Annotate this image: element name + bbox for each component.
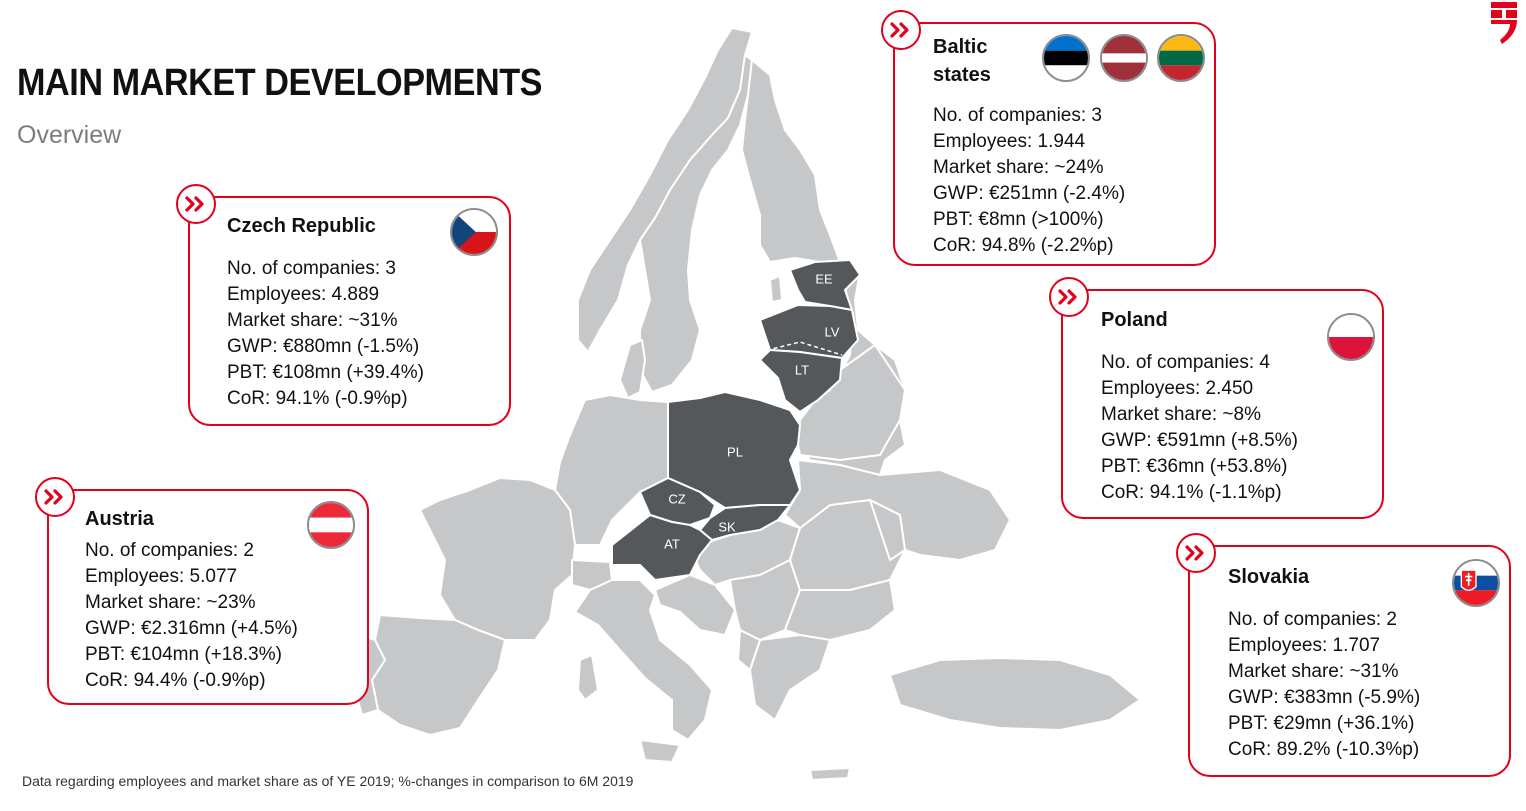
market-stats: No. of companies: 4 Employees: 2.450 Mar…: [1101, 350, 1298, 506]
poland-flag-icon: [1327, 313, 1375, 361]
market-name: Czech Republic: [227, 215, 376, 237]
map-country-france: [419, 477, 576, 641]
slovakia-flag-icon: [1452, 559, 1500, 607]
stat-cor: CoR: 89.2% (-10.3%p): [1228, 739, 1420, 760]
map-island-sardinia: [577, 654, 599, 701]
latvia-flag-icon: [1100, 34, 1148, 82]
stat-pbt: PBT: €108mn (+39.4%): [227, 362, 424, 383]
map-label-ee: EE: [815, 271, 833, 286]
stat-pbt: PBT: €29mn (+36.1%): [1228, 713, 1415, 734]
stat-market-share: Market share: ~31%: [1228, 661, 1399, 682]
stat-market-share: Market share: ~8%: [1101, 404, 1261, 425]
map-country-greece: [749, 634, 831, 721]
map-label-sk: SK: [718, 519, 736, 534]
map-baltic-dashed-border: [759, 341, 843, 356]
market-name: Slovakia: [1228, 566, 1310, 588]
market-stats: No. of companies: 2 Employees: 5.077 Mar…: [85, 538, 298, 694]
stat-market-share: Market share: ~31%: [227, 310, 398, 331]
lithuania-flag-icon: [1157, 34, 1205, 82]
stat-companies: No. of companies: 3: [933, 105, 1102, 126]
chevron-right-icon: [35, 477, 75, 517]
stat-market-share: Market share: ~23%: [85, 592, 256, 613]
map-label-at: AT: [664, 536, 680, 551]
stat-gwp: GWP: €251mn (-2.4%): [933, 183, 1126, 204]
estonia-flag-icon: [1042, 34, 1090, 82]
map-country-slovenia-croatia: [654, 574, 736, 636]
stat-cor: CoR: 94.8% (-2.2%p): [933, 235, 1114, 256]
stat-gwp: GWP: €591mn (+8.5%): [1101, 430, 1298, 451]
map-country-poland: [667, 391, 801, 509]
map-island-crete: [809, 767, 851, 781]
stat-cor: CoR: 94.1% (-1.1%p): [1101, 482, 1282, 503]
stat-gwp: GWP: €383mn (-5.9%): [1228, 687, 1421, 708]
map-country-estonia: [789, 259, 861, 311]
market-card-czech-republic: Czech Republic No. of companies: 3 Emplo…: [176, 184, 511, 426]
stat-employees: Employees: 1.944: [933, 131, 1086, 152]
chevron-right-icon: [1049, 277, 1089, 317]
stat-employees: Employees: 2.450: [1101, 378, 1254, 399]
market-card-austria: Austria No. of companies: 2 Employees: 5…: [35, 477, 369, 705]
market-card-baltic-states: Baltic states No. of companies: 3 Employ…: [881, 10, 1216, 266]
map-country-germany: [554, 394, 669, 546]
stat-pbt: PBT: €36mn (+53.8%): [1101, 456, 1288, 477]
footnote: Data regarding employees and market shar…: [22, 773, 634, 789]
stat-market-share: Market share: ~24%: [933, 157, 1104, 178]
czech-flag-icon: [450, 208, 498, 256]
market-stats: No. of companies: 3 Employees: 4.889 Mar…: [227, 256, 424, 412]
map-country-albania: [737, 629, 761, 671]
map-country-denmark: [619, 339, 646, 399]
map-country-italy: [574, 579, 713, 741]
map-label-lv: LV: [825, 324, 840, 339]
stat-pbt: PBT: €104mn (+18.3%): [85, 644, 282, 665]
map-country-moldova: [869, 499, 906, 561]
page-title: MAIN MARKET DEVELOPMENTS: [17, 62, 543, 104]
market-name: Poland: [1101, 309, 1168, 331]
market-stats: No. of companies: 2 Employees: 1.707 Mar…: [1228, 607, 1420, 763]
page-subtitle: Overview: [17, 121, 122, 149]
stat-pbt: PBT: €8mn (>100%): [933, 209, 1104, 230]
map-country-finland: [741, 59, 841, 263]
map-label-cz: CZ: [668, 491, 685, 506]
chevron-right-icon: [176, 184, 216, 224]
chevron-right-icon: [1176, 533, 1216, 573]
market-card-poland: Poland No. of companies: 4 Employees: 2.…: [1049, 277, 1384, 519]
map-label-lt: LT: [795, 362, 809, 377]
stat-employees: Employees: 1.707: [1228, 635, 1381, 656]
map-country-lithuania: [759, 349, 843, 413]
market-stats: No. of companies: 3 Employees: 1.944 Mar…: [933, 103, 1125, 259]
stat-companies: No. of companies: 4: [1101, 352, 1270, 373]
map-country-spain: [371, 614, 506, 736]
map-island-sicily: [639, 739, 681, 763]
stat-gwp: GWP: €2.316mn (+4.5%): [85, 618, 298, 639]
stat-companies: No. of companies: 2: [85, 540, 254, 561]
map-island-gotland: [769, 275, 783, 303]
map-country-ukraine: [784, 459, 1011, 561]
chevron-right-icon: [881, 10, 921, 50]
stat-cor: CoR: 94.4% (-0.9%p): [85, 670, 266, 691]
stat-cor: CoR: 94.1% (-0.9%p): [227, 388, 408, 409]
map-country-sweden: [639, 54, 753, 393]
market-card-slovakia: Slovakia No. of companies: 2 Employees: …: [1176, 533, 1511, 777]
stat-companies: No. of companies: 2: [1228, 609, 1397, 630]
map-country-turkey: [889, 657, 1141, 731]
market-name: Baltic states: [933, 36, 991, 86]
austria-flag-icon: [307, 501, 355, 549]
map-country-austria: [611, 514, 713, 581]
company-logo-icon: [1491, 2, 1517, 44]
stat-gwp: GWP: €880mn (-1.5%): [227, 336, 420, 357]
stat-employees: Employees: 4.889: [227, 284, 380, 305]
stat-employees: Employees: 5.077: [85, 566, 238, 587]
map-country-bulgaria: [784, 579, 896, 641]
market-name: Austria: [85, 508, 154, 530]
stat-companies: No. of companies: 3: [227, 258, 396, 279]
map-label-pl: PL: [727, 444, 743, 459]
